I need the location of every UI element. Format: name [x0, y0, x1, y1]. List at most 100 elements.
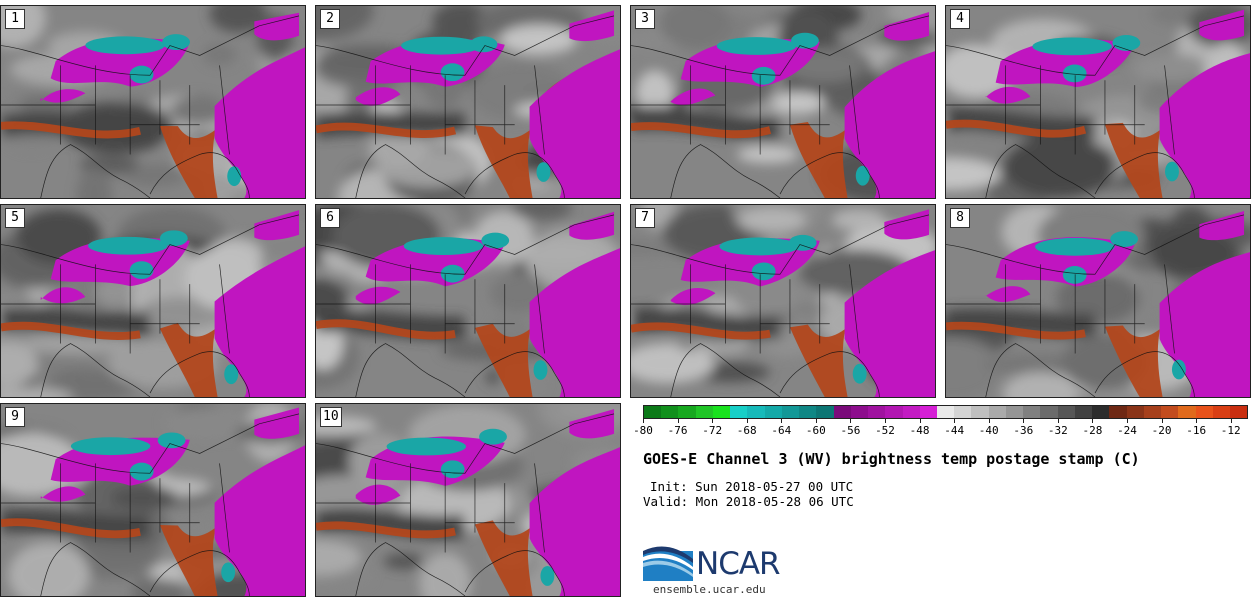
colorbar-tick-label: -60 [805, 424, 826, 437]
colorbar-swatch [1023, 406, 1041, 418]
colorbar-swatch [781, 406, 800, 418]
colorbar-tick-label: -40 [978, 424, 999, 437]
colorbar-swatch [1109, 406, 1127, 418]
colorbar-swatch [988, 406, 1006, 418]
stamp-panel: 1 [0, 5, 306, 199]
colorbar-ticks: -80 -76 -72 -68 -64 -60 -56 -52 -48 -44 -40 -36 -32 -… [633, 419, 1248, 441]
colorbar-swatch [799, 406, 817, 418]
colorbar-tick-label: -16 [1186, 424, 1207, 437]
wv-map [316, 205, 620, 397]
wv-map [1, 6, 305, 198]
colorbar-swatch [695, 406, 713, 418]
colorbar-swatch [1074, 406, 1093, 418]
stamp-panel: 9 [0, 403, 306, 597]
stamp-number: 8 [950, 208, 970, 228]
stamp-panel: 5 [0, 204, 306, 398]
colorbar-tick [919, 419, 921, 423]
colorbar [643, 405, 1248, 419]
figure-title: GOES-E Channel 3 (WV) brightness temp po… [643, 450, 1140, 468]
stamp-panel: 6 [315, 204, 621, 398]
colorbar-swatch [644, 406, 662, 418]
colorbar-tick-label: -12 [1220, 424, 1241, 437]
stamp-panel: 4 [945, 5, 1251, 199]
wv-map [316, 404, 620, 596]
colorbar-tick-label: -80 [633, 424, 653, 437]
colorbar-swatch [730, 406, 748, 418]
stamp-number: 7 [635, 208, 655, 228]
stamp-number: 4 [950, 9, 970, 29]
colorbar-tick [677, 419, 679, 423]
stamp-panel: 8 [945, 204, 1251, 398]
colorbar-tick [781, 419, 783, 423]
valid-time: Valid: Mon 2018-05-28 06 UTC [643, 494, 854, 509]
colorbar-tick-label: -68 [736, 424, 757, 437]
wv-map [316, 6, 620, 198]
colorbar-swatch [1212, 406, 1230, 418]
colorbar-swatch [1005, 406, 1024, 418]
stamp-panel: 3 [630, 5, 936, 199]
stamp-number: 1 [5, 9, 25, 29]
colorbar-swatch [1195, 406, 1213, 418]
ncar-logo-icon [643, 546, 693, 581]
logo-url: ensemble.ucar.edu [653, 583, 766, 596]
colorbar-tick-label: -28 [1082, 424, 1103, 437]
colorbar-swatch [919, 406, 937, 418]
colorbar-swatch [971, 406, 989, 418]
init-time: Init: Sun 2018-05-27 00 UTC [650, 479, 854, 494]
colorbar-tick-label: -64 [771, 424, 792, 437]
colorbar-swatch [936, 406, 955, 418]
colorbar-tick-label: -52 [875, 424, 895, 437]
stamp-number: 5 [5, 208, 25, 228]
colorbar-tick-label: -24 [1117, 424, 1137, 437]
colorbar-tick [1196, 419, 1198, 423]
colorbar-tick [1023, 419, 1025, 423]
stamp-number: 3 [635, 9, 655, 29]
colorbar-swatch [868, 406, 886, 418]
colorbar-swatch [1178, 406, 1196, 418]
stamp-panel: 2 [315, 5, 621, 199]
colorbar-tick-label: -48 [909, 424, 930, 437]
colorbar-tick-label: -72 [702, 424, 723, 437]
colorbar-swatch [1040, 406, 1058, 418]
colorbar-tick-label: -32 [1047, 424, 1068, 437]
colorbar-tick [954, 419, 956, 423]
logo-text: NCAR [696, 546, 781, 582]
colorbar-swatch [1057, 406, 1075, 418]
colorbar-tick-label: -36 [1013, 424, 1034, 437]
colorbar-swatch [1092, 406, 1110, 418]
colorbar-swatch [712, 406, 731, 418]
stamp-number: 6 [320, 208, 340, 228]
colorbar-tick [643, 419, 644, 423]
wv-map [1, 404, 305, 596]
colorbar-tick [1092, 419, 1094, 423]
colorbar-tick [1161, 419, 1163, 423]
stamp-panel: 10 [315, 403, 621, 597]
colorbar-tick [746, 419, 748, 423]
stamp-number: 10 [320, 407, 342, 427]
colorbar-swatch [850, 406, 869, 418]
stamp-number: 2 [320, 9, 340, 29]
colorbar-swatch [1126, 406, 1144, 418]
wv-map [1, 205, 305, 397]
colorbar-swatch [954, 406, 972, 418]
wv-map [946, 6, 1250, 198]
colorbar-swatch [1229, 406, 1248, 418]
colorbar-swatch [902, 406, 920, 418]
colorbar-swatch [764, 406, 782, 418]
colorbar-tick [885, 419, 886, 423]
colorbar-swatch [678, 406, 696, 418]
colorbar-swatch [1143, 406, 1162, 418]
colorbar-swatch [661, 406, 679, 418]
colorbar-tick [712, 419, 714, 423]
colorbar-tick [988, 419, 990, 423]
wv-map [946, 205, 1250, 397]
colorbar-tick-label: -56 [840, 424, 861, 437]
colorbar-tick [815, 419, 817, 423]
colorbar-tick [850, 419, 852, 423]
colorbar-swatch [833, 406, 851, 418]
colorbar-tick [1057, 419, 1059, 423]
colorbar-tick [1230, 419, 1232, 423]
colorbar-tick-label: -44 [944, 424, 965, 437]
wv-map [631, 205, 935, 397]
colorbar-swatch [747, 406, 765, 418]
